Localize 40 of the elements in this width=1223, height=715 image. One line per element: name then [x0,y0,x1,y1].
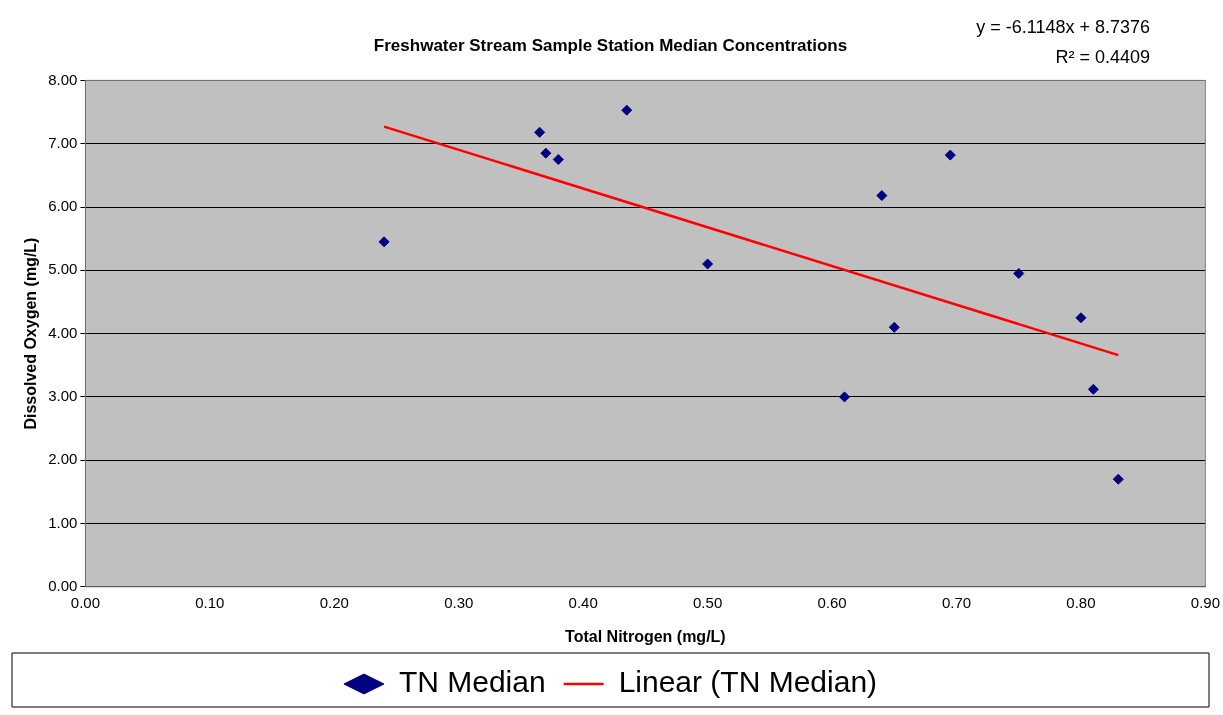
y-tick-label: 0.00 [48,576,78,594]
point [702,258,714,270]
point [534,126,546,138]
point [540,147,552,159]
y-tick-label: 6.00 [48,197,78,215]
point [1013,267,1025,279]
y-tick-label: 8.00 [48,70,78,88]
point [1075,312,1087,324]
y-tick-label: 5.00 [48,260,78,278]
y-tick-label: 4.00 [48,323,78,341]
x-tick-label: 0.70 [941,593,972,611]
point [876,190,888,202]
point [378,236,390,248]
x-tick-label: 0.80 [1066,593,1096,611]
x-tick-label: 0.20 [319,593,349,611]
x-tick-label: 0.50 [693,593,723,611]
point [888,321,900,333]
x-tick-label: 0.90 [1190,593,1220,611]
point [621,104,633,116]
text: y = -6.1148x + 8.7376 [976,16,1150,37]
x-tick-label: 0.10 [195,593,225,611]
y-tick-label: 1.00 [48,513,78,531]
x-tick-label: 0.00 [70,593,100,611]
chart-title: Freshwater Stream Sample Station Median Concentrations [373,35,848,55]
point [1112,473,1124,485]
point [1087,383,1099,395]
legend-label: Linear (TN Median) [618,665,878,699]
y-tick-label: 3.00 [48,387,78,405]
text: R² = 0.4409 [1055,46,1150,67]
y-tick-label: 2.00 [48,450,78,468]
x-tick-label: 0.40 [568,593,598,611]
x-axis-title: Total Nitrogen (mg/L) [565,627,726,645]
point [839,391,851,403]
y-tick-label: 7.00 [48,133,78,151]
x-tick-label: 0.60 [817,593,847,611]
point [552,154,564,166]
point [944,149,956,161]
x-tick-label: 0.30 [444,593,474,611]
legend-label: TN Median [398,665,546,699]
y-axis-title: Dissolved Oxygen (mg/L) [22,237,40,430]
